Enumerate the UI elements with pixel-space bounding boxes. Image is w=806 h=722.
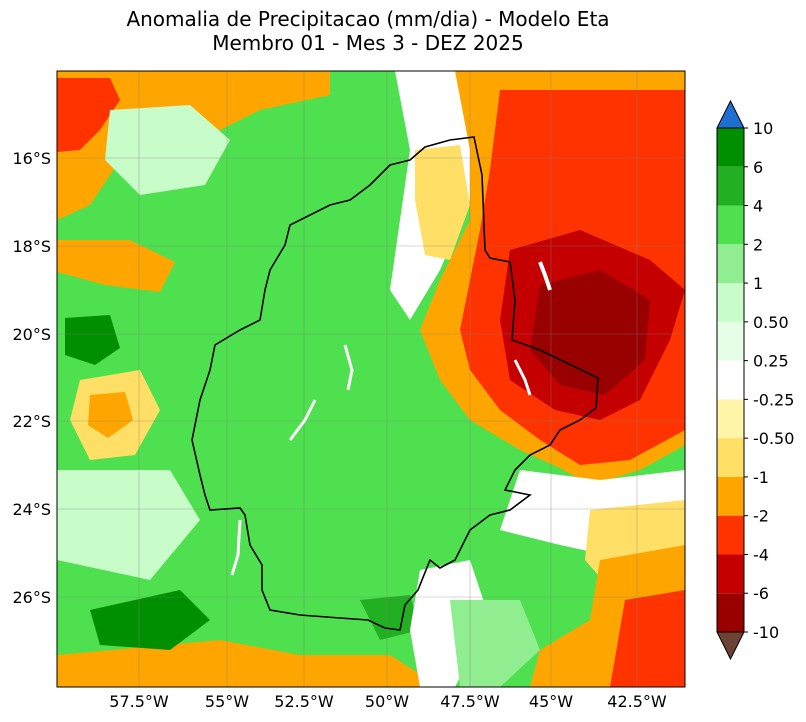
colorbar-tick-label: 4: [753, 197, 763, 216]
anomaly-field: [57, 71, 685, 687]
anomaly-region: [65, 315, 120, 365]
anomaly-region: [90, 590, 210, 650]
colorbar-segment: [717, 399, 744, 439]
colorbar-segment: [717, 476, 744, 516]
latitude-tick-label: 24°S: [12, 500, 51, 519]
anomaly-region: [57, 71, 330, 220]
colorbar-frame: [716, 127, 745, 633]
reservoir: [343, 344, 354, 391]
anomaly-region: [57, 240, 175, 292]
colorbar-segment: [717, 360, 744, 400]
anomaly-region: [105, 105, 230, 195]
colorbar-segment: [717, 205, 744, 245]
anomaly-region: [57, 640, 440, 687]
longitude-tick-label: 45°W: [529, 692, 573, 711]
anomaly-region: [88, 392, 133, 438]
anomaly-region: [530, 270, 650, 395]
colorbar-tick-label: 2: [753, 235, 763, 254]
colorbar-segment: [717, 438, 744, 477]
reservoir: [288, 399, 317, 441]
reservoir: [230, 519, 242, 576]
colorbar-tick-label: 6: [753, 158, 763, 177]
anomaly-region: [57, 470, 200, 580]
map-frame: [56, 70, 686, 688]
latitude-tick-label: 22°S: [12, 412, 51, 431]
colorbar-tick-label: -2: [753, 507, 769, 526]
reservoir: [513, 359, 532, 396]
longitude-tick-label: 57.5°W: [109, 692, 169, 711]
latitude-tick-label: 20°S: [12, 325, 51, 344]
longitude-tick-label: 42.5°W: [607, 692, 667, 711]
colorbar-tick-label: 10: [753, 119, 773, 138]
anomaly-region: [415, 145, 470, 260]
anomaly-region: [610, 590, 685, 687]
longitude-tick-label: 55°W: [205, 692, 249, 711]
colorbar-tick-label: -1: [753, 468, 769, 487]
colorbar-tick-label: -10: [753, 623, 779, 642]
colorbar: 10 6 4 2 1 0.50 0.25 -0.25 -0.50 -1 -2 -4 -6 -10: [716, 99, 794, 661]
latitude-tick-labels: 16°S 18°S 20°S 22°S 24°S 26°S: [12, 149, 51, 607]
latitude-tick-label: 18°S: [12, 237, 51, 256]
colorbar-segment: [717, 593, 744, 632]
longitude-tick-labels: 57.5°W 55°W 52.5°W 50°W 47.5°W 45°W 42.5°W: [109, 692, 667, 711]
colorbar-tick-label: 1: [753, 274, 763, 293]
colorbar-extend-max: [716, 99, 745, 129]
colorbar-tick-label: -0.25: [753, 390, 794, 409]
map-gridlines: [57, 71, 685, 687]
colorbar-segment: [717, 244, 744, 284]
region-border: [191, 136, 599, 631]
colorbar-tick-label: -0.50: [753, 429, 794, 448]
colorbar-segment: [717, 515, 744, 555]
colorbar-segment: [717, 283, 744, 322]
map-title-line-2: Membro 01 - Mes 3 - DEZ 2025: [212, 31, 524, 55]
longitude-tick-label: 52.5°W: [274, 692, 334, 711]
anomaly-region: [57, 78, 120, 152]
colorbar-tick-label: -4: [753, 545, 769, 564]
longitude-tick-label: 47.5°W: [440, 692, 500, 711]
anomaly-region: [450, 600, 540, 687]
longitude-tick-label: 50°W: [365, 692, 409, 711]
latitude-tick-label: 26°S: [12, 588, 51, 607]
colorbar-tick-label: 0.25: [753, 352, 789, 371]
colorbar-segment: [717, 321, 744, 361]
colorbar-tick-label: 0.50: [753, 313, 789, 332]
colorbar-segment: [717, 128, 744, 167]
colorbar-extend-min: [716, 631, 745, 661]
colorbar-segment: [717, 554, 744, 594]
colorbar-segment: [717, 166, 744, 206]
map-title-line-1: Anomalia de Precipitacao (mm/dia) - Mode…: [126, 7, 610, 31]
latitude-tick-label: 16°S: [12, 149, 51, 168]
colorbar-tick-label: -6: [753, 584, 769, 603]
reservoir: [538, 261, 552, 291]
